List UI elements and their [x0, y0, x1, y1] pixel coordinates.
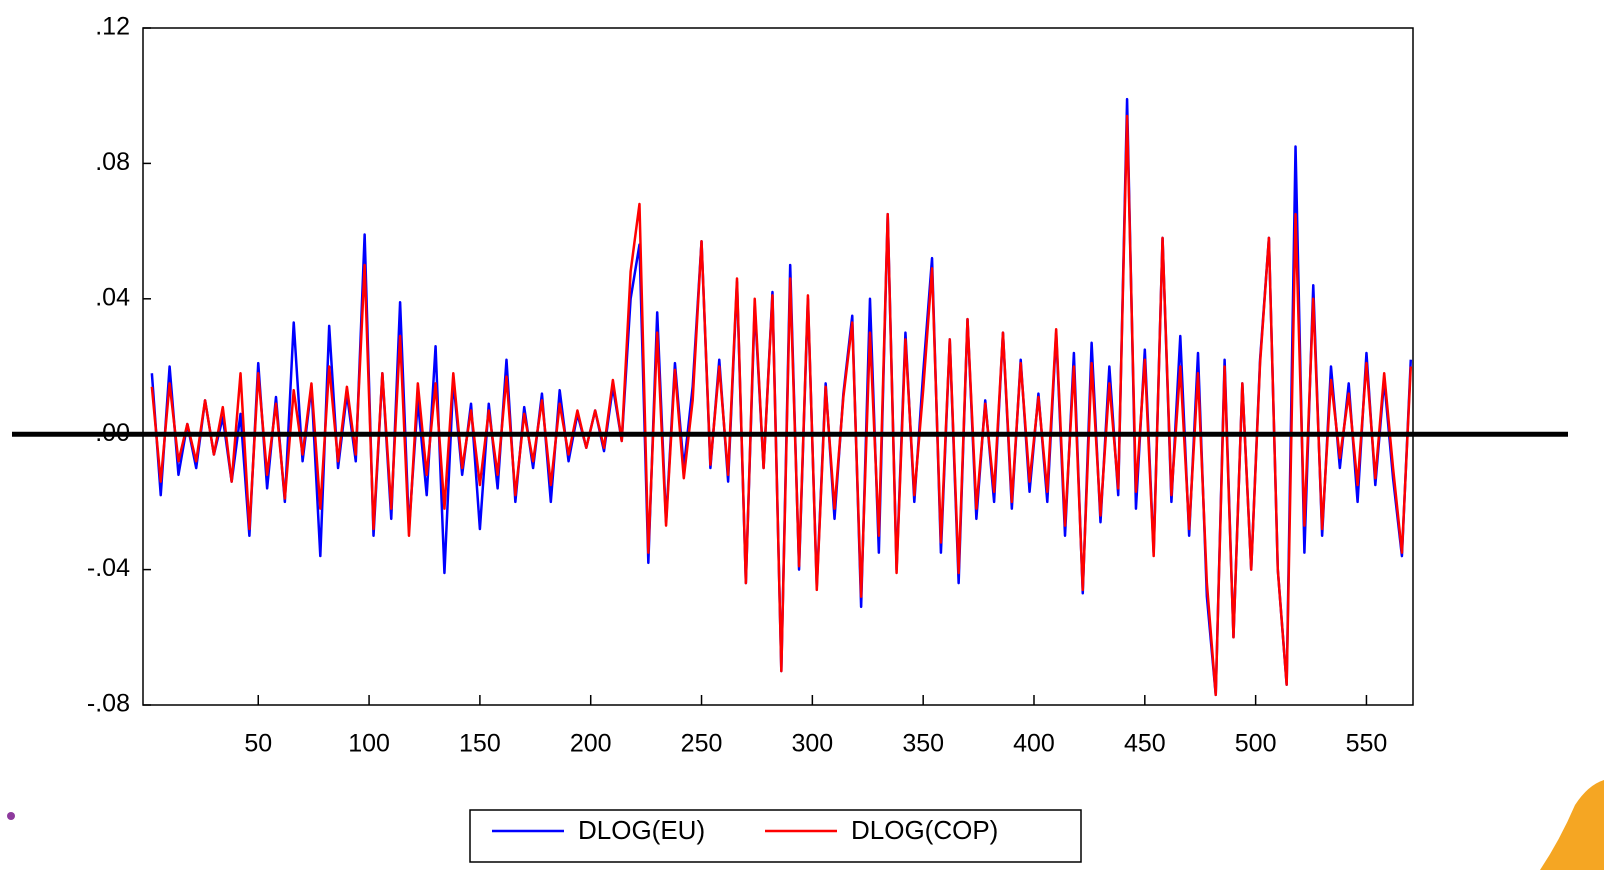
x-tick-label: 200 [570, 730, 612, 758]
legend-label: DLOG(COP) [851, 815, 998, 845]
plot-frame [142, 27, 1414, 706]
x-tick-label: 300 [791, 730, 833, 758]
x-tick-label: 450 [1124, 730, 1166, 758]
legend-label: DLOG(EU) [578, 815, 705, 845]
series-line [150, 97, 1413, 697]
y-tick-label: .04 [95, 283, 130, 311]
legend-box [469, 809, 1082, 863]
y-tick-label: .08 [95, 148, 130, 176]
y-tick-label: .12 [95, 13, 130, 41]
x-tick-label: 100 [348, 730, 390, 758]
x-tick-label: 550 [1346, 730, 1388, 758]
y-tick-label: -.04 [87, 554, 130, 582]
series-line [150, 114, 1413, 697]
x-tick-label: 50 [244, 730, 272, 758]
legend: DLOG(EU) DLOG(COP) [469, 809, 1082, 863]
slide-dot [7, 812, 15, 820]
x-tick-label: 250 [681, 730, 723, 758]
x-tick-label: 150 [459, 730, 501, 758]
x-tick-label: 500 [1235, 730, 1277, 758]
x-tick-label: 400 [1013, 730, 1055, 758]
x-tick-label: 350 [902, 730, 944, 758]
slide-decoration [1540, 780, 1604, 870]
y-tick-label: -.08 [87, 690, 130, 718]
